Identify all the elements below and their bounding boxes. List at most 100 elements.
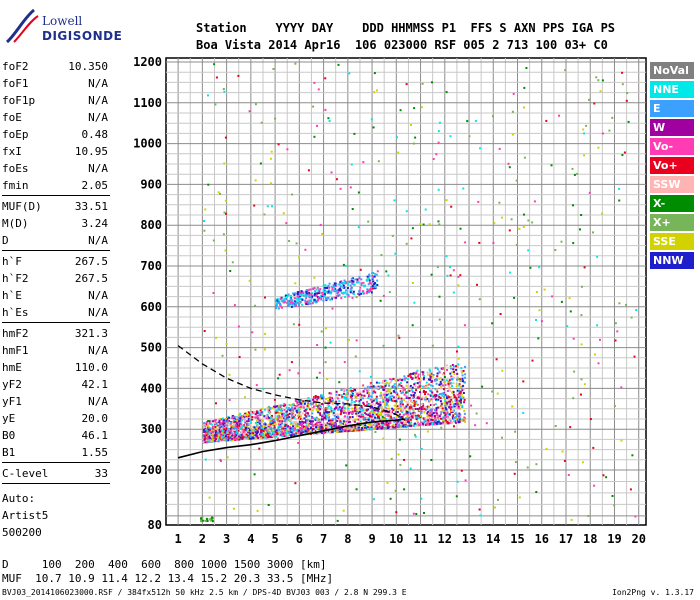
echo-point	[348, 404, 351, 407]
echo-point	[436, 413, 439, 416]
echo-point	[458, 379, 461, 382]
echo-point	[270, 420, 273, 423]
echo-point	[346, 287, 349, 289]
echo-point	[397, 408, 400, 411]
echo-point	[299, 414, 302, 417]
echo-point	[428, 373, 431, 376]
echo-point	[279, 419, 282, 422]
echo-point	[448, 385, 450, 388]
station-header: Station YYYY DAY DDD HHMMSS P1 FFS S AXN…	[196, 20, 615, 54]
echo-point	[407, 418, 410, 421]
echo-point	[320, 405, 322, 408]
echo-point	[370, 395, 373, 398]
echo-point	[526, 466, 529, 469]
echo-point	[374, 286, 377, 289]
echo-point	[435, 382, 438, 385]
echo-point	[244, 428, 247, 431]
echo-point	[449, 389, 452, 392]
echo-point	[304, 409, 307, 411]
echo-point	[293, 432, 296, 435]
echo-point	[258, 412, 261, 415]
echo-point	[371, 411, 374, 414]
echo-point	[265, 417, 268, 420]
echo-point	[236, 423, 239, 426]
echo-point	[459, 378, 461, 381]
echo-point	[311, 429, 314, 432]
echo-point	[224, 249, 227, 252]
echo-point	[416, 369, 419, 372]
echo-point	[317, 421, 320, 424]
echo-point	[210, 431, 213, 434]
echo-point	[440, 392, 443, 395]
echo-point	[385, 403, 388, 406]
echo-point	[460, 367, 463, 370]
echo-point	[298, 323, 301, 326]
legend-nnw: NNW	[650, 252, 694, 269]
echo-point	[374, 273, 377, 276]
echo-point	[359, 392, 362, 395]
legend-nne: NNE	[650, 81, 694, 98]
echo-point	[291, 412, 294, 415]
echo-point	[319, 295, 322, 297]
echo-point	[292, 425, 295, 427]
echo-point	[309, 288, 312, 291]
echo-point	[436, 390, 439, 393]
echo-point	[239, 435, 242, 438]
echo-point	[453, 370, 455, 373]
echo-point	[414, 408, 417, 410]
echo-point	[328, 405, 330, 407]
echo-point	[215, 402, 217, 405]
echo-point	[333, 288, 336, 291]
echo-point	[282, 299, 285, 301]
logo: Lowell DIGISONDE	[2, 4, 122, 50]
echo-point	[315, 403, 318, 406]
echo-point	[597, 146, 600, 149]
echo-point	[412, 394, 415, 396]
echo-point	[357, 412, 360, 415]
echo-point	[324, 418, 327, 421]
echo-point	[366, 392, 369, 395]
echo-point	[407, 421, 410, 424]
echo-point	[456, 393, 459, 396]
echo-point	[405, 391, 408, 394]
echo-point	[368, 417, 371, 420]
echo-point	[333, 282, 336, 285]
echo-point	[324, 424, 327, 427]
echo-point	[210, 428, 213, 431]
echo-point	[418, 397, 421, 400]
echo-point	[426, 397, 429, 400]
echo-point	[237, 420, 240, 423]
echo-point	[297, 297, 300, 300]
echo-point	[353, 283, 356, 286]
echo-point	[271, 407, 274, 410]
x-tick-label: 17	[559, 532, 573, 546]
echo-point	[298, 301, 301, 304]
echo-point	[436, 368, 439, 371]
echo-point	[386, 399, 389, 402]
echo-point	[272, 431, 275, 434]
echo-point	[279, 408, 282, 411]
echo-point	[408, 373, 411, 376]
param-group-critical: foF2 10.350 foF1 N/A foF1p N/A foE N/A foEp 0.48 f…	[2, 58, 110, 194]
echo-point	[330, 407, 333, 410]
echo-point	[374, 408, 377, 411]
y-tick-label: 300	[140, 422, 162, 436]
echo-point	[402, 413, 405, 416]
echo-point	[428, 389, 431, 392]
echo-point	[458, 383, 461, 386]
echo-point	[347, 294, 350, 297]
echo-point	[237, 435, 240, 438]
echo-point	[339, 428, 341, 430]
echo-point	[281, 414, 284, 417]
echo-point	[326, 411, 329, 414]
echo-point	[239, 412, 242, 415]
logo-mark-icon	[5, 8, 39, 44]
echo-point	[426, 415, 429, 418]
echo-point	[446, 411, 449, 414]
echo-point	[243, 438, 246, 441]
echo-point	[398, 423, 401, 426]
echo-point	[234, 416, 237, 419]
echo-point	[331, 286, 334, 289]
echo-point	[379, 394, 382, 397]
echo-point	[247, 428, 249, 431]
